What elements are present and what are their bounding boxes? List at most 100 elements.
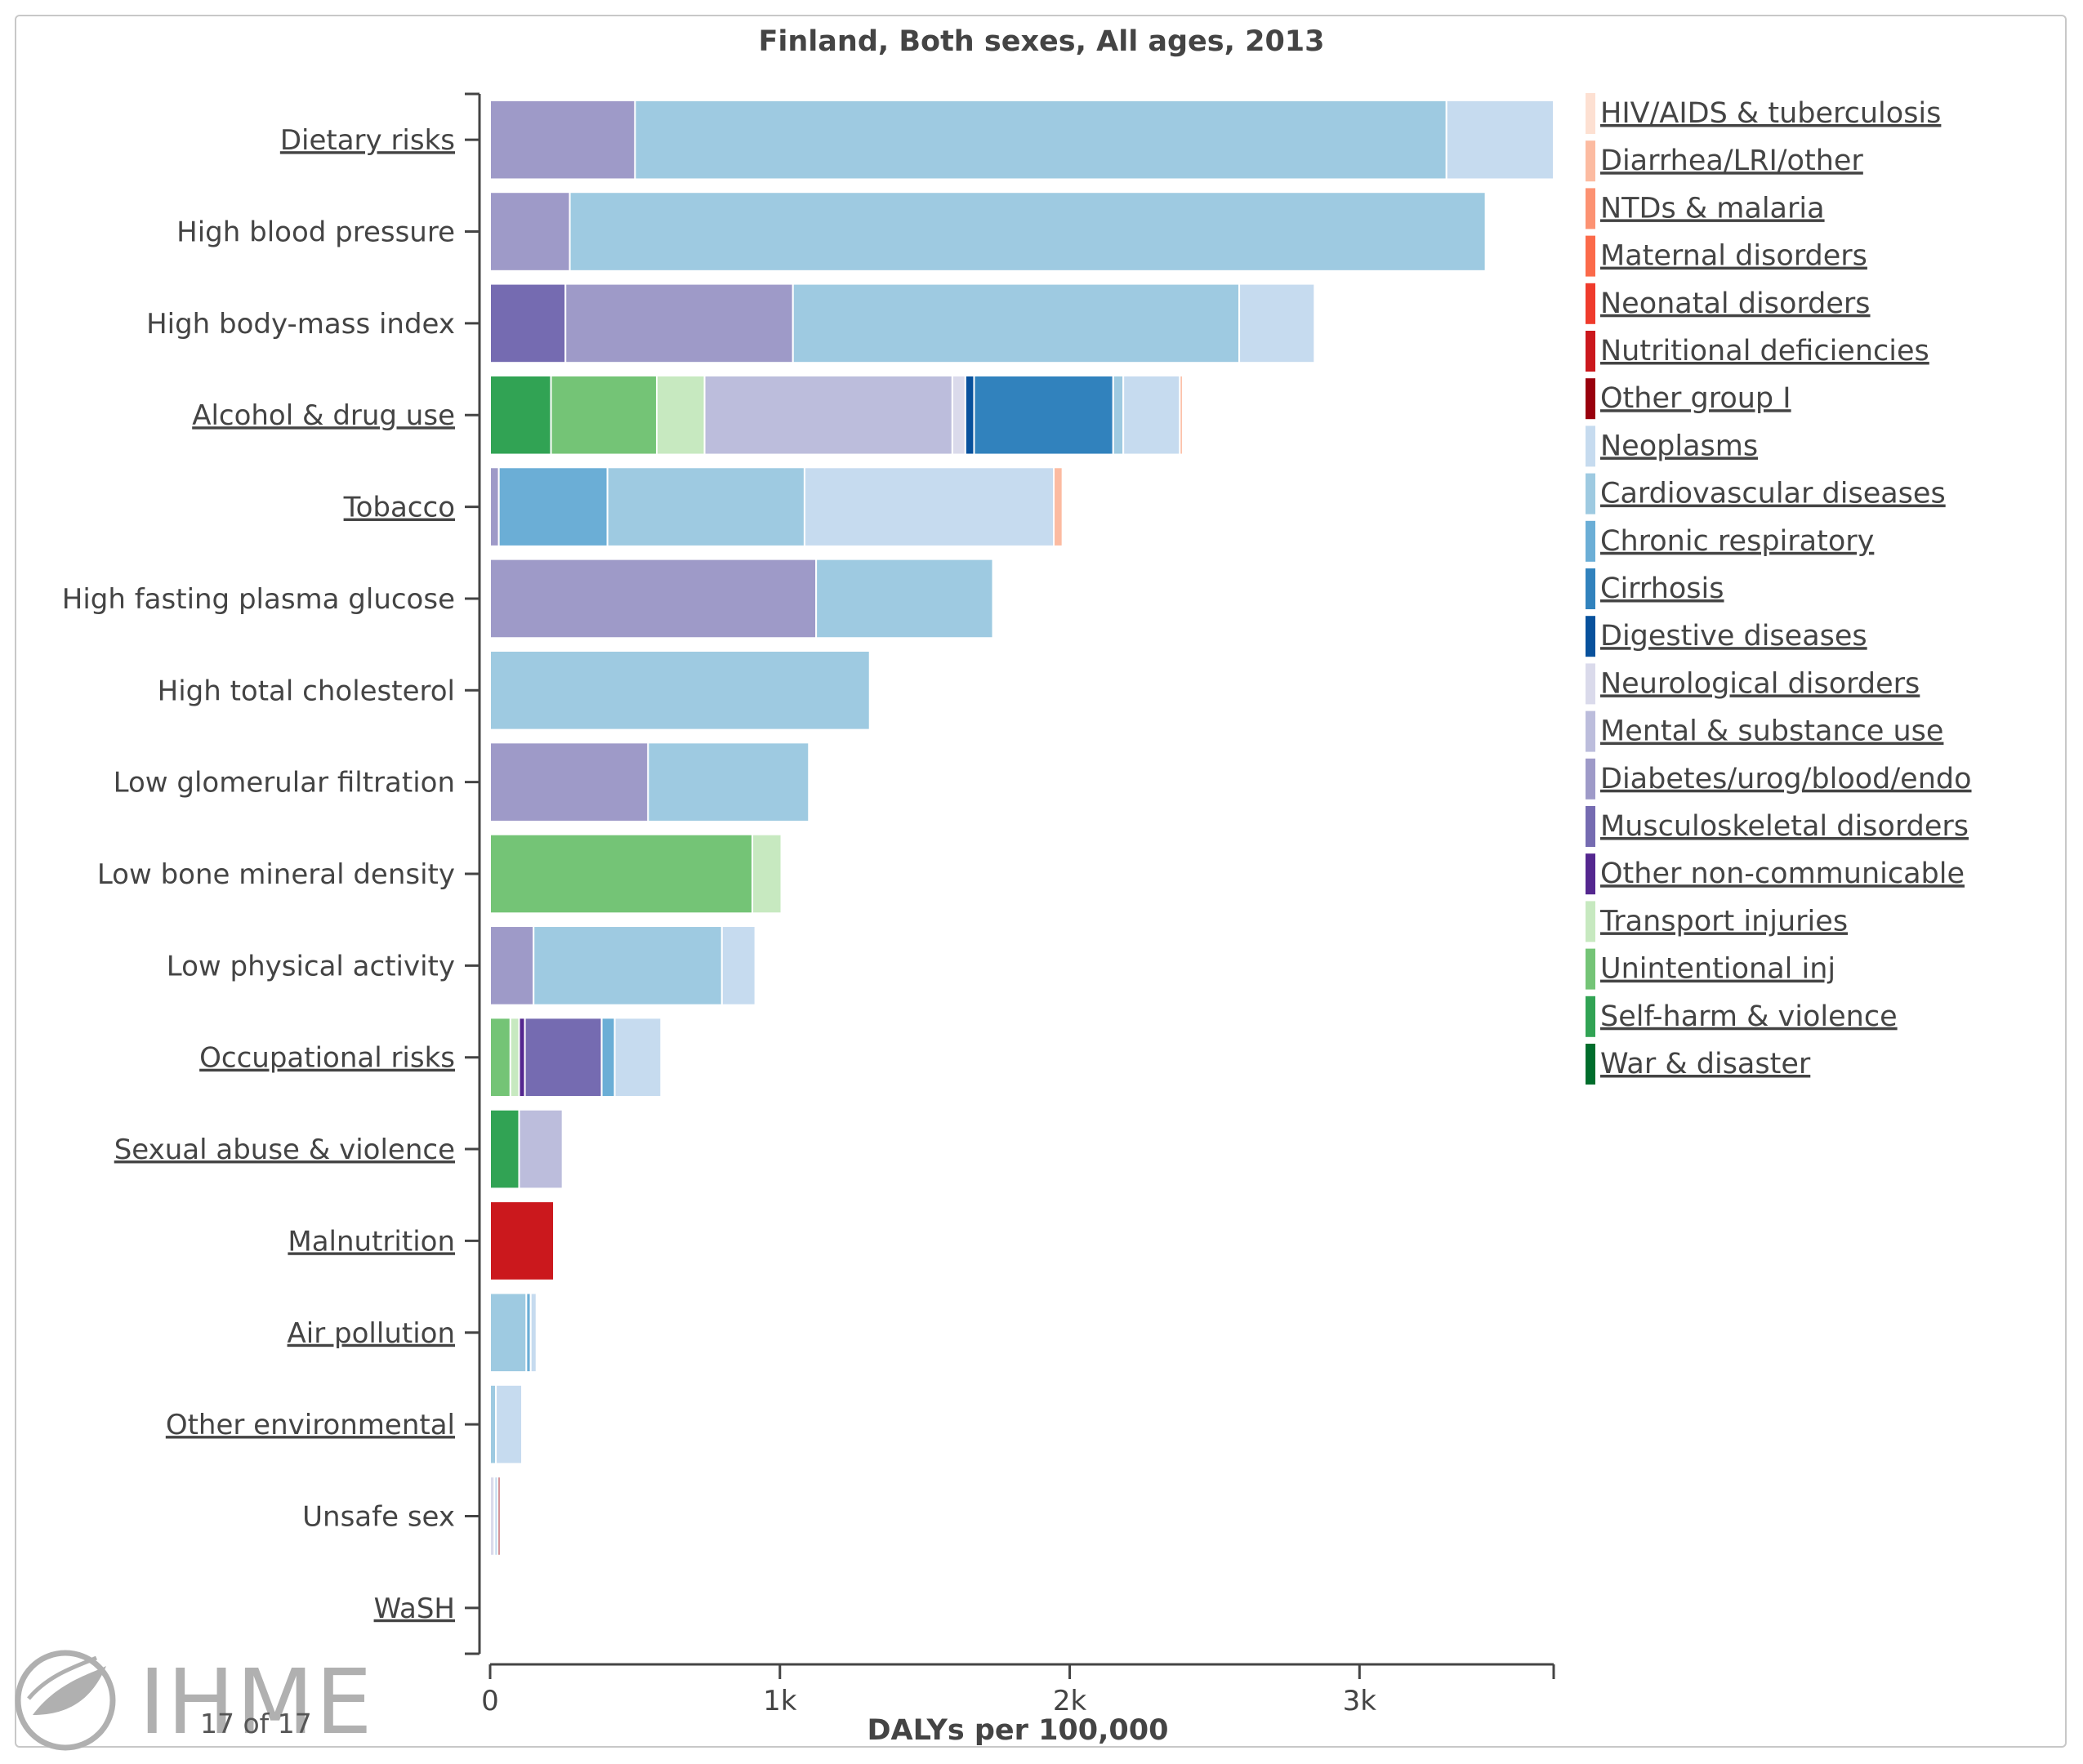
- legend-swatch-neurological-disorders: [1586, 663, 1595, 705]
- legend-swatch-war-disaster: [1586, 1044, 1595, 1085]
- ihme-logo: IHME: [15, 1650, 372, 1754]
- legend-item-hiv-aids-tuberculosis[interactable]: HIV/AIDS & tuberculosis: [1600, 97, 1941, 130]
- bar-dietary-risks-neoplasms[interactable]: [1445, 99, 1555, 180]
- bar-alcohol-drug-use-neurological-disorders[interactable]: [951, 374, 966, 456]
- bar-alcohol-drug-use-unintentional-inj[interactable]: [550, 374, 658, 456]
- category-label-air-pollution[interactable]: Air pollution: [288, 1317, 455, 1350]
- legend-item-neurological-disorders[interactable]: Neurological disorders: [1600, 667, 1920, 700]
- legend-swatch-cardiovascular-diseases: [1586, 473, 1595, 514]
- legend-item-other-group-i[interactable]: Other group I: [1600, 382, 1791, 415]
- bar-low-bone-mineral-density-unintentional-inj[interactable]: [489, 833, 754, 915]
- bar-low-glomerular-filtration-cardiovascular-diseases[interactable]: [647, 742, 810, 822]
- x-tick-label: 1k: [763, 1685, 797, 1717]
- bar-malnutrition-nutritional-deficiencies[interactable]: [489, 1200, 555, 1281]
- category-label-tobacco[interactable]: Tobacco: [343, 492, 455, 524]
- x-tick-label: 0: [481, 1685, 499, 1717]
- bar-low-physical-activity-cardiovascular-diseases[interactable]: [533, 925, 723, 1006]
- bar-occupational-risks-neoplasms[interactable]: [613, 1017, 662, 1098]
- bar-low-physical-activity-neoplasms[interactable]: [720, 925, 756, 1006]
- bar-air-pollution-neoplasms[interactable]: [529, 1292, 537, 1374]
- legend-swatch-diarrhea-lri-other: [1586, 140, 1595, 182]
- bar-alcohol-drug-use-diarrhea-lri-other[interactable]: [1179, 374, 1184, 456]
- bar-low-physical-activity-diabetes-urog-blood-endo[interactable]: [489, 925, 535, 1006]
- legend-item-self-harm-violence[interactable]: Self-harm & violence: [1600, 1000, 1898, 1033]
- legend-item-diarrhea-lri-other[interactable]: Diarrhea/LRI/other: [1600, 145, 1863, 177]
- bar-tobacco-diabetes-urog-blood-endo[interactable]: [489, 466, 500, 547]
- bar-high-blood-pressure-diabetes-urog-blood-endo[interactable]: [489, 191, 571, 272]
- legend-item-digestive-diseases[interactable]: Digestive diseases: [1600, 620, 1867, 653]
- legend-item-mental-substance-use[interactable]: Mental & substance use: [1600, 715, 1943, 748]
- category-label-malnutrition[interactable]: Malnutrition: [288, 1225, 455, 1258]
- bar-unsafe-sex-other-group-i[interactable]: [497, 1476, 502, 1557]
- category-label-high-total-cholesterol: High total cholesterol: [158, 675, 455, 707]
- category-label-alcohol-drug-use[interactable]: Alcohol & drug use: [192, 399, 455, 432]
- bar-tobacco-cardiovascular-diseases[interactable]: [606, 466, 805, 547]
- bar-alcohol-drug-use-transport-injuries[interactable]: [655, 374, 706, 456]
- bar-alcohol-drug-use-neoplasms[interactable]: [1122, 374, 1181, 456]
- category-label-other-environmental[interactable]: Other environmental: [166, 1409, 455, 1441]
- legend-item-chronic-respiratory[interactable]: Chronic respiratory: [1600, 525, 1874, 558]
- category-label-wash[interactable]: WaSH: [374, 1592, 455, 1625]
- bar-other-environmental-cardiovascular-diseases[interactable]: [489, 1383, 497, 1465]
- bar-high-body-mass-index-cardiovascular-diseases[interactable]: [792, 283, 1241, 364]
- category-label-sexual-abuse-violence[interactable]: Sexual abuse & violence: [114, 1134, 455, 1166]
- ihme-logo-leaf-icon: [33, 1666, 106, 1715]
- legend-item-other-non-communicable[interactable]: Other non-communicable: [1600, 858, 1965, 890]
- bar-high-blood-pressure-cardiovascular-diseases[interactable]: [569, 191, 1487, 272]
- legend-swatch-diabetes-urog-blood-endo: [1586, 758, 1595, 800]
- legend-swatch-transport-injuries: [1586, 901, 1595, 942]
- legend-swatch-neoplasms: [1586, 425, 1595, 467]
- bar-low-glomerular-filtration-diabetes-urog-blood-endo[interactable]: [489, 742, 649, 822]
- bar-tobacco-chronic-respiratory[interactable]: [497, 466, 609, 547]
- bar-high-body-mass-index-diabetes-urog-blood-endo[interactable]: [564, 283, 794, 364]
- bar-occupational-risks-chronic-respiratory[interactable]: [600, 1017, 616, 1098]
- bar-high-body-mass-index-neoplasms[interactable]: [1238, 283, 1316, 364]
- bar-air-pollution-cardiovascular-diseases[interactable]: [489, 1292, 528, 1374]
- legend-swatch-chronic-respiratory: [1586, 520, 1595, 562]
- bar-high-fasting-plasma-glucose-cardiovascular-diseases[interactable]: [815, 558, 994, 639]
- bar-occupational-risks-transport-injuries[interactable]: [509, 1017, 520, 1098]
- category-label-occupational-risks[interactable]: Occupational risks: [199, 1042, 455, 1075]
- bar-low-bone-mineral-density-transport-injuries[interactable]: [752, 833, 783, 915]
- legend-item-neoplasms[interactable]: Neoplasms: [1600, 430, 1758, 462]
- legend-item-cardiovascular-diseases[interactable]: Cardiovascular diseases: [1600, 478, 1946, 510]
- bar-dietary-risks-cardiovascular-diseases[interactable]: [634, 99, 1447, 180]
- bar-dietary-risks-diabetes-urog-blood-endo[interactable]: [489, 99, 636, 180]
- bar-occupational-risks-musculoskeletal-disorders[interactable]: [524, 1017, 603, 1098]
- legend-item-unintentional-inj[interactable]: Unintentional inj: [1600, 953, 1835, 986]
- legend-swatch-mental-substance-use: [1586, 710, 1595, 752]
- bar-alcohol-drug-use-cirrhosis[interactable]: [973, 374, 1114, 456]
- legend-item-diabetes-urog-blood-endo[interactable]: Diabetes/urog/blood/endo: [1600, 763, 1972, 795]
- category-label-low-bone-mineral-density: Low bone mineral density: [97, 858, 455, 891]
- bar-tobacco-neoplasms[interactable]: [803, 466, 1055, 547]
- bar-alcohol-drug-use-cardiovascular-diseases[interactable]: [1112, 374, 1125, 456]
- bar-high-total-cholesterol-cardiovascular-diseases[interactable]: [489, 649, 871, 731]
- bar-sexual-abuse-violence-self-harm-violence[interactable]: [489, 1108, 520, 1190]
- bar-high-fasting-plasma-glucose-diabetes-urog-blood-endo[interactable]: [489, 558, 818, 639]
- bar-alcohol-drug-use-digestive-diseases[interactable]: [964, 374, 975, 456]
- legend-item-transport-injuries[interactable]: Transport injuries: [1599, 905, 1848, 938]
- category-label-low-physical-activity: Low physical activity: [167, 950, 455, 982]
- legend-swatch-other-group-i: [1586, 378, 1595, 420]
- legend-swatch-musculoskeletal-disorders: [1586, 806, 1595, 847]
- legend-item-ntds-malaria[interactable]: NTDs & malaria: [1600, 192, 1825, 225]
- category-label-dietary-risks[interactable]: Dietary risks: [280, 124, 455, 157]
- legend-item-maternal-disorders[interactable]: Maternal disorders: [1600, 240, 1867, 273]
- legend-item-neonatal-disorders[interactable]: Neonatal disorders: [1600, 287, 1871, 320]
- legend-item-cirrhosis[interactable]: Cirrhosis: [1600, 572, 1724, 605]
- category-label-high-body-mass-index: High body-mass index: [146, 308, 455, 341]
- bar-high-body-mass-index-musculoskeletal-disorders[interactable]: [489, 283, 567, 364]
- legend-item-war-disaster[interactable]: War & disaster: [1600, 1048, 1811, 1080]
- legend-item-musculoskeletal-disorders[interactable]: Musculoskeletal disorders: [1600, 810, 1969, 843]
- bar-other-environmental-neoplasms[interactable]: [495, 1383, 524, 1465]
- bar-sexual-abuse-violence-mental-substance-use[interactable]: [518, 1108, 564, 1190]
- bar-alcohol-drug-use-mental-substance-use[interactable]: [703, 374, 953, 456]
- bar-tobacco-diarrhea-lri-other[interactable]: [1053, 466, 1064, 547]
- legend-item-nutritional-deficiencies[interactable]: Nutritional deficiencies: [1600, 335, 1929, 368]
- ihme-logo-circle: [15, 1650, 116, 1751]
- bar-alcohol-drug-use-self-harm-violence[interactable]: [489, 374, 552, 456]
- x-tick-label: 2k: [1053, 1685, 1087, 1717]
- bar-occupational-risks-other-non-communicable[interactable]: [518, 1017, 526, 1098]
- bar-occupational-risks-unintentional-inj[interactable]: [489, 1017, 511, 1098]
